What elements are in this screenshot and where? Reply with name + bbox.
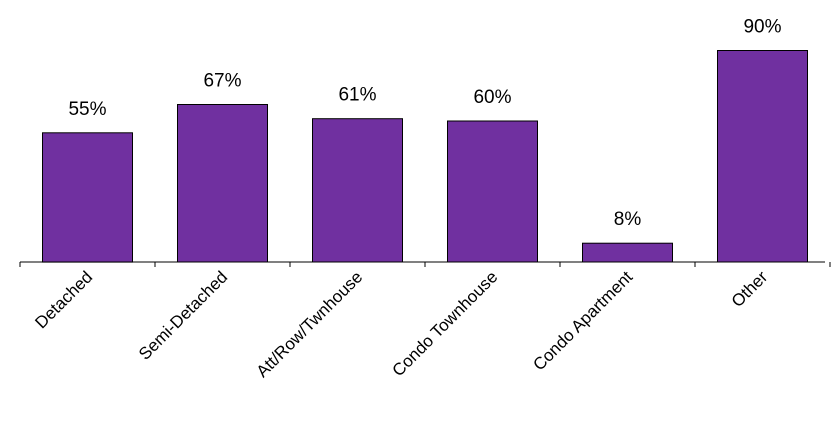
- data-label-3: 60%: [473, 87, 511, 108]
- x-tick-label-2: Att/Row/Twnhouse: [253, 267, 367, 381]
- bar-3: [447, 120, 538, 263]
- bar-4: [582, 242, 673, 263]
- data-label-2: 61%: [338, 85, 376, 106]
- x-tick-label-3: Condo Townhouse: [389, 267, 502, 380]
- data-label-4: 8%: [614, 209, 642, 230]
- x-axis: Detached Semi-Detached Att/Row/Twnhouse Con…: [19, 261, 831, 381]
- bar-1: [177, 104, 268, 263]
- bar-5: [717, 50, 808, 263]
- bar-0: [42, 132, 133, 263]
- bars-layer: [42, 50, 808, 263]
- bar-2: [312, 118, 403, 263]
- x-tick-label-1: Semi-Detached: [135, 267, 231, 363]
- data-label-0: 55%: [68, 99, 106, 120]
- x-tick-label-0: Detached: [31, 267, 96, 332]
- x-tick-label-4: Condo Apartment: [529, 267, 636, 374]
- x-tick-label-5: Other: [728, 267, 772, 311]
- data-labels-layer: 55% 67% 61% 60% 8% 90%: [68, 17, 781, 231]
- data-label-1: 67%: [203, 71, 241, 92]
- data-label-5: 90%: [743, 17, 781, 38]
